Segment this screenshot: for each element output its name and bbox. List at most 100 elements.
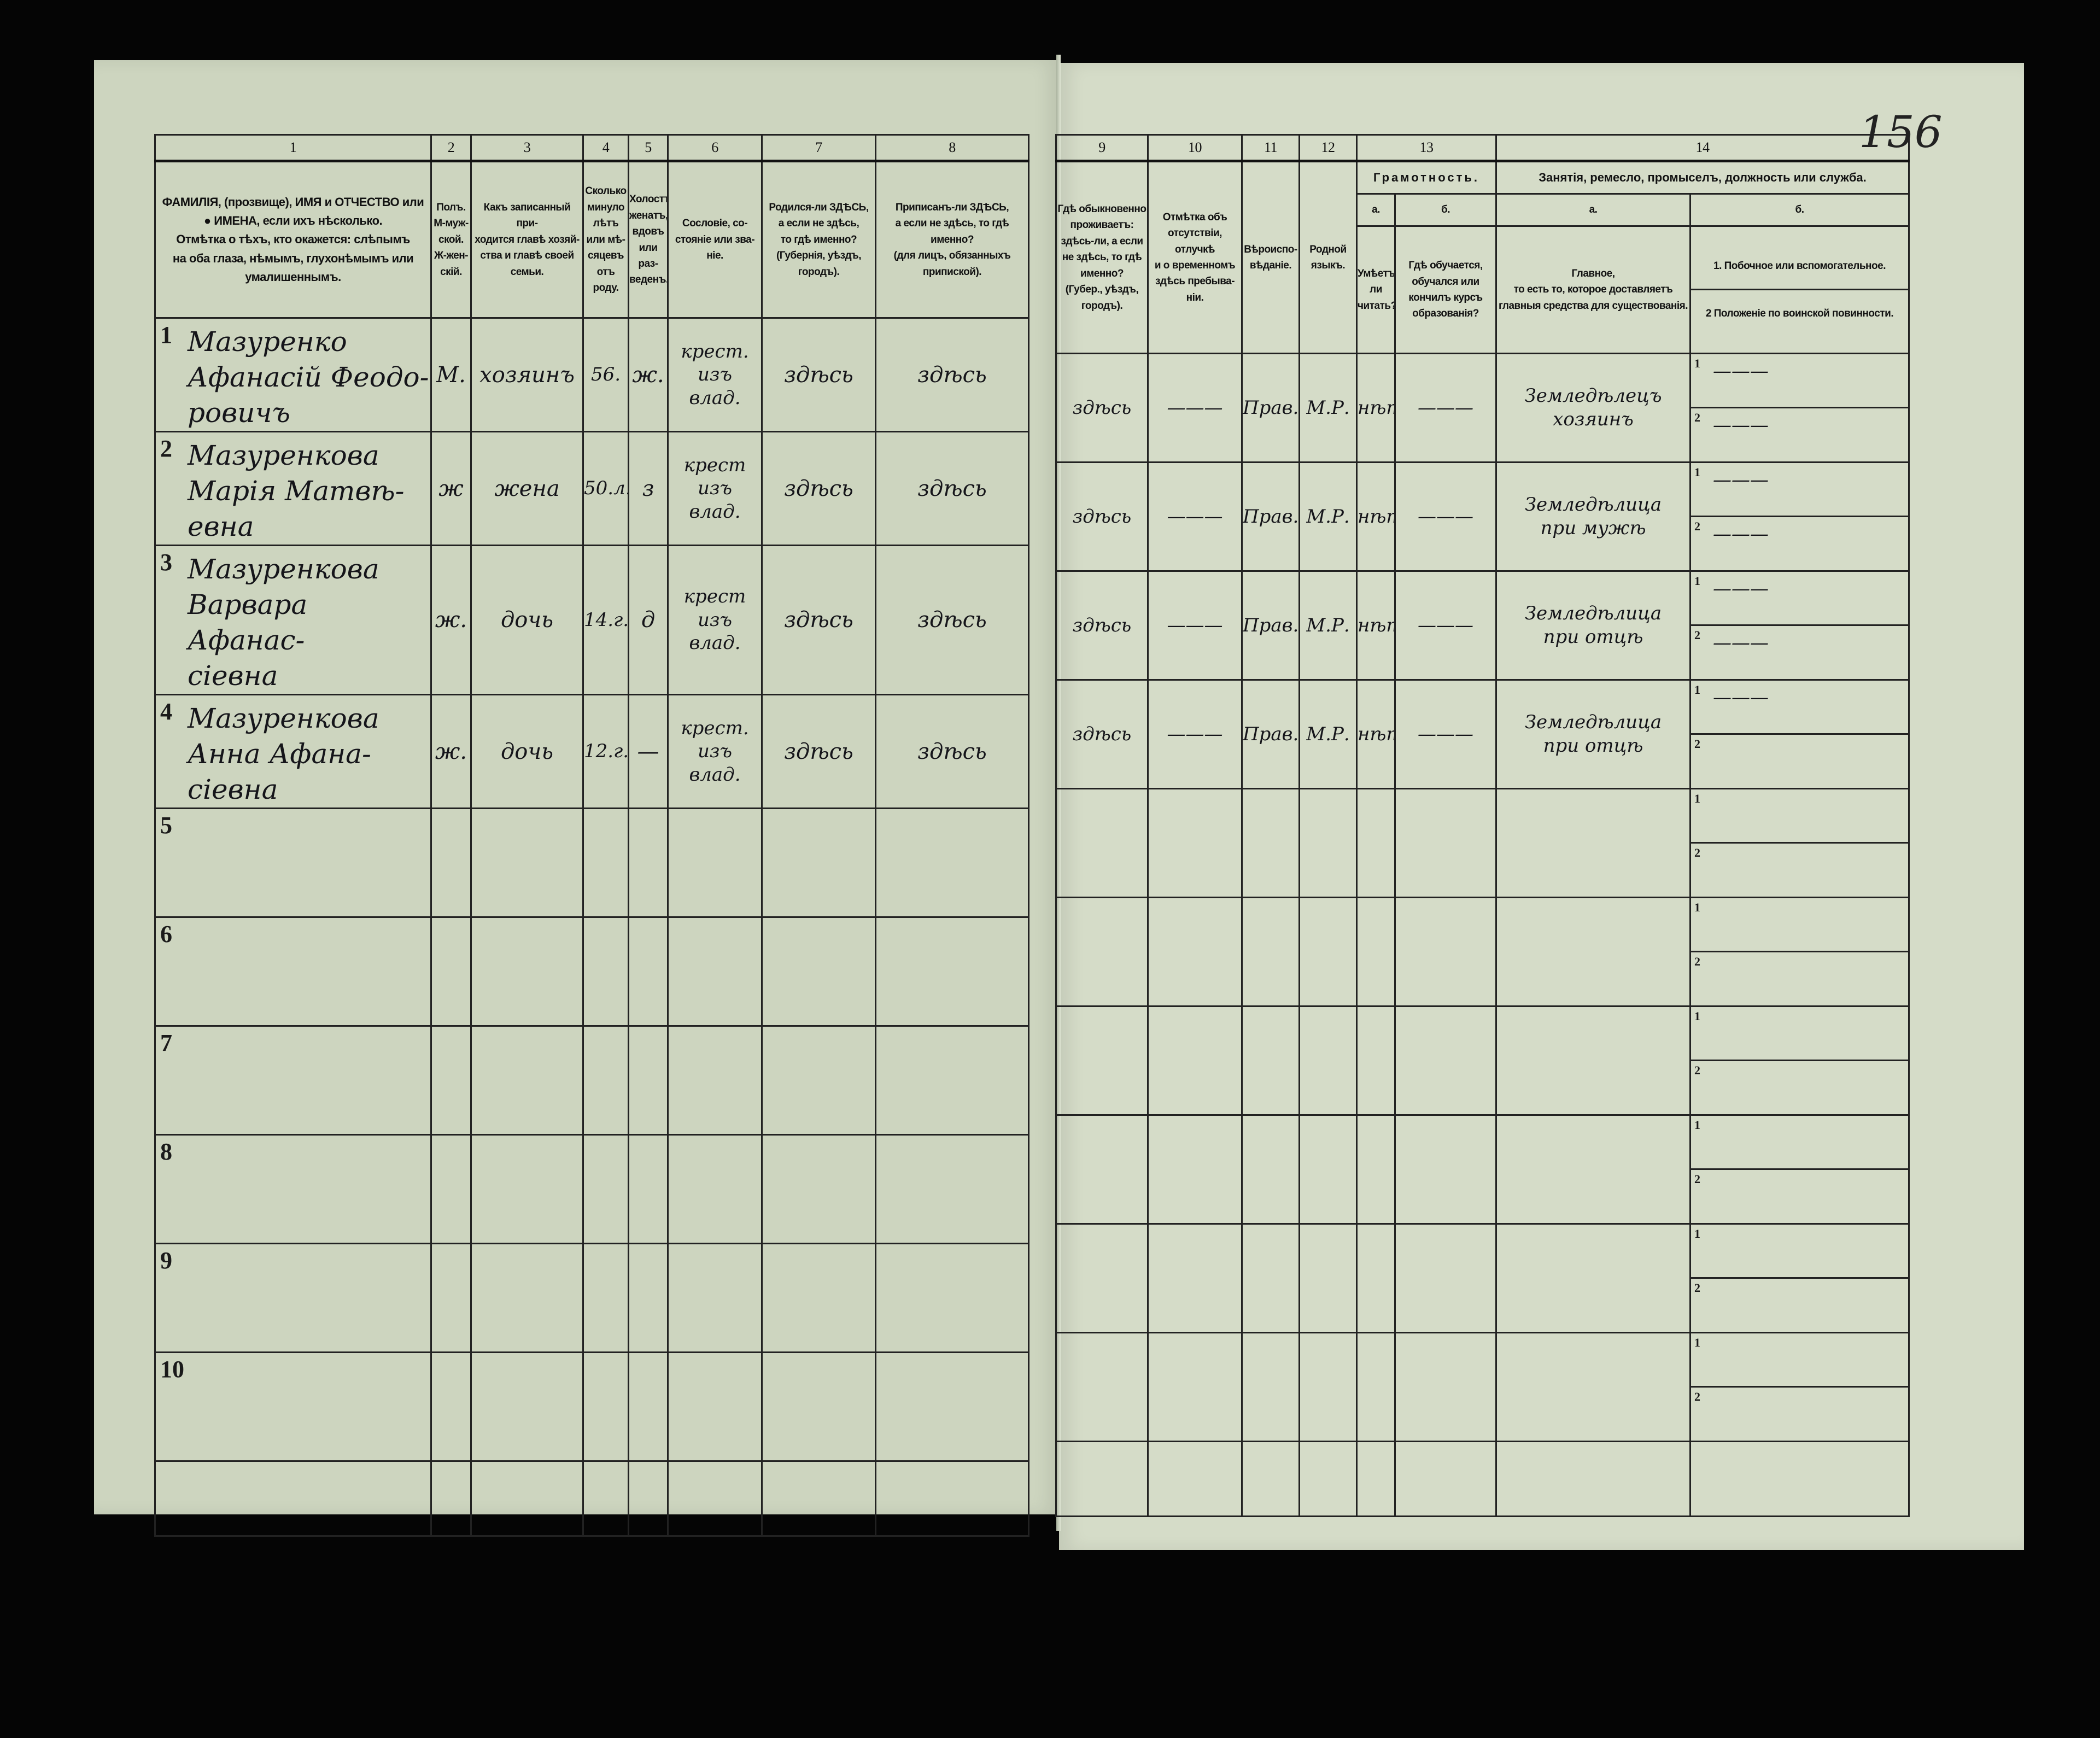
empty-cell bbox=[154, 1460, 432, 1537]
handwritten-name: Мазуренко Афанасій Феодо- ровичъ bbox=[188, 326, 429, 429]
cell-registered bbox=[875, 916, 1029, 1027]
cell-relation bbox=[470, 1025, 584, 1136]
handwritten-literate: нѣтъ bbox=[1358, 505, 1394, 528]
cell-residence bbox=[1055, 896, 1149, 1007]
cell-born: здѣсь bbox=[761, 431, 876, 546]
header-marital-status: Холостъ, женатъ, вдовъ или раз- веденъ. bbox=[628, 160, 669, 319]
subrow-military-status: 2 bbox=[1692, 1168, 1908, 1222]
row-number: 4 bbox=[160, 698, 172, 725]
handwritten-name bbox=[157, 919, 430, 924]
empty-cell bbox=[628, 1460, 669, 1537]
cell-education: ——— bbox=[1394, 461, 1497, 572]
cell-relation: дочь bbox=[470, 694, 584, 809]
cell-absence bbox=[1147, 1005, 1243, 1116]
cell-name: 6 bbox=[154, 916, 432, 1027]
cell-residence: здѣсь bbox=[1055, 461, 1149, 572]
empty-cell bbox=[1394, 1440, 1497, 1517]
subrow-military-status: 2 ——— bbox=[1692, 624, 1908, 678]
column-number: 11 bbox=[1241, 134, 1300, 162]
cell-estate: крест. изъ влад. bbox=[667, 694, 763, 809]
cell-sex: М. bbox=[430, 317, 472, 432]
header-can-read: Умѣетъ- ли читать? bbox=[1356, 225, 1396, 354]
cell-name: 9 bbox=[154, 1243, 432, 1353]
cell-literate: нѣтъ bbox=[1356, 570, 1396, 681]
cell-religion bbox=[1241, 1331, 1300, 1442]
header-occupation: Занятія, ремесло, промыселъ, должность и… bbox=[1495, 160, 1910, 195]
table-row: здѣсь ——— Прав. М.Р. нѣтъ ——— Земледѣлица при … bbox=[1055, 678, 1910, 789]
handwritten-born: здѣсь bbox=[784, 739, 853, 764]
handwritten-sex: ж. bbox=[435, 607, 467, 633]
subrow-index: 2 bbox=[1694, 1281, 1700, 1295]
handwritten-age: 56. bbox=[590, 364, 621, 386]
cell-marital bbox=[628, 807, 669, 918]
empty-cell bbox=[582, 1460, 629, 1537]
subrow-index: 1 bbox=[1694, 791, 1700, 805]
handwritten-religion: Прав. bbox=[1243, 614, 1299, 636]
cell-education: ——— bbox=[1394, 352, 1497, 463]
header-education: Гдѣ обучается, обучался или кончилъ курс… bbox=[1394, 225, 1497, 354]
cell-estate bbox=[667, 1134, 763, 1244]
handwritten-name: Мазуренкова Варвара Афанас- сіевна bbox=[188, 553, 379, 692]
cell-residence bbox=[1055, 1222, 1149, 1333]
handwritten-education: ——— bbox=[1418, 505, 1473, 528]
empty-cell bbox=[1147, 1440, 1243, 1517]
handwritten-name bbox=[157, 1245, 430, 1250]
cell-sex: ж. bbox=[430, 694, 472, 809]
cell-side-occupation: 1 ——— 2 ——— bbox=[1689, 570, 1910, 681]
cell-residence bbox=[1055, 1005, 1149, 1116]
cell-age: 56. bbox=[582, 317, 629, 432]
cell-residence: здѣсь bbox=[1055, 570, 1149, 681]
empty-cell bbox=[430, 1460, 472, 1537]
subrow-military-status: 2 ——— bbox=[1692, 516, 1908, 569]
row-number: 1 bbox=[160, 321, 172, 348]
cell-age: 50.л. bbox=[582, 431, 629, 546]
cell-language bbox=[1298, 1005, 1358, 1116]
cell-religion: Прав. bbox=[1241, 570, 1300, 681]
cell-relation bbox=[470, 1351, 584, 1462]
cell-name: 7 bbox=[154, 1025, 432, 1136]
cell-name: 1 Мазуренко Афанасій Феодо- ровичъ bbox=[154, 317, 432, 432]
table-row: 9 bbox=[154, 1243, 1029, 1353]
cell-occupation: Земледѣлецъ хозяинъ bbox=[1495, 352, 1691, 463]
handwritten-sex: ж bbox=[438, 476, 464, 501]
column-number: 6 bbox=[667, 134, 763, 162]
subrow-side-occupation: 1 bbox=[1692, 1008, 1908, 1060]
cell-registered: здѣсь bbox=[875, 431, 1029, 546]
cell-language bbox=[1298, 787, 1358, 898]
cell-occupation: Земледѣлица при отцѣ bbox=[1495, 678, 1691, 789]
subrow-index: 2 bbox=[1694, 1172, 1700, 1186]
subrow-index: 1 bbox=[1694, 1335, 1700, 1349]
cell-absence: ——— bbox=[1147, 461, 1243, 572]
table-row: здѣсь ——— Прав. М.Р. нѣтъ ——— Земледѣлица при … bbox=[1055, 461, 1910, 572]
row-number: 3 bbox=[160, 549, 172, 576]
cell-marital bbox=[628, 1134, 669, 1244]
cell-age: 12.г. bbox=[582, 694, 629, 809]
table-row: 10 bbox=[154, 1351, 1029, 1462]
header-age: Сколько минуло лѣтъ или мѣ- сяцевъ отъ р… bbox=[582, 160, 629, 319]
subrow-side-occupation: 1 bbox=[1692, 1334, 1908, 1386]
handwritten-dash: ——— bbox=[1713, 523, 1769, 546]
header-side-occupation: 1. Побочное или вспомогательное. bbox=[1713, 260, 1886, 272]
header-sex: Полъ. М-муж- ской. Ж-жен- скій. bbox=[430, 160, 472, 319]
cell-literate bbox=[1356, 1114, 1396, 1225]
cell-absence bbox=[1147, 1222, 1243, 1333]
table-row: 2 Мазуренкова Марія Матвѣ- евна ж жена 50.л.… bbox=[154, 431, 1029, 546]
cell-occupation bbox=[1495, 1005, 1691, 1116]
empty-cell bbox=[1055, 1440, 1149, 1517]
header-estate: Сословіе, со- стояніе или зва- ніе. bbox=[667, 160, 763, 319]
cell-language: М.Р. bbox=[1298, 352, 1358, 463]
handwritten-absence: ——— bbox=[1167, 505, 1223, 528]
handwritten-dash: ——— bbox=[1713, 686, 1769, 709]
cell-name: 4 Мазуренкова Анна Афана- сіевна bbox=[154, 694, 432, 809]
header-name: ФАМИЛІЯ, (прозвище), ИМЯ и ОТЧЕСТВО или … bbox=[154, 160, 432, 319]
row-number: 2 bbox=[160, 435, 172, 462]
handwritten-estate: крест. изъ влад. bbox=[681, 717, 749, 786]
table-row: 3 Мазуренкова Варвара Афанас- сіевна ж. доч… bbox=[154, 545, 1029, 695]
cell-relation: жена bbox=[470, 431, 584, 546]
cell-age bbox=[582, 1243, 629, 1353]
cell-estate bbox=[667, 916, 763, 1027]
cell-born: здѣсь bbox=[761, 317, 876, 432]
